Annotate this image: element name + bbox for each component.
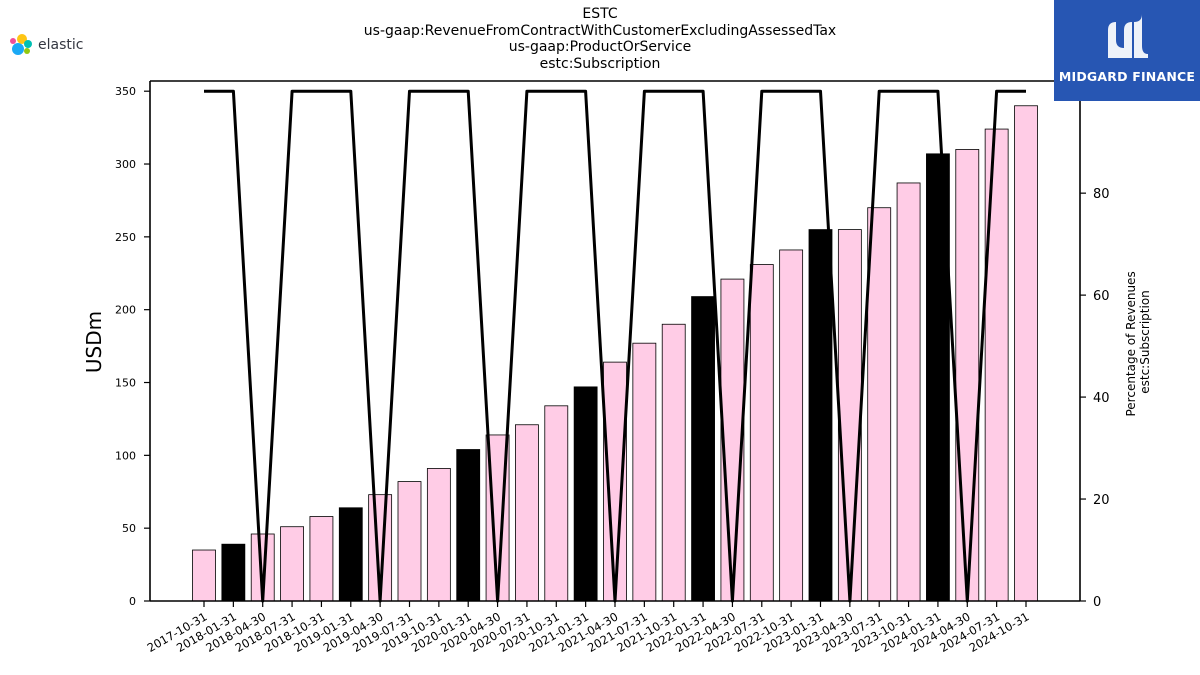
y2-tick-label: 80 — [1093, 187, 1110, 202]
midgard-finance-logo: MIDGARD FINANCE — [1054, 0, 1200, 101]
bar — [192, 549, 216, 602]
midgard-logo-icon — [1108, 12, 1148, 58]
y-axis-label: USDm — [82, 311, 106, 373]
ticks-layer: 0501001502002503003500204060801002017-10… — [115, 85, 1118, 655]
bar — [338, 507, 363, 602]
bar — [749, 264, 774, 602]
y-tick-label: 50 — [122, 522, 136, 535]
midgard-logo-text: MIDGARD FINANCE — [1058, 69, 1196, 84]
y-tick-label: 300 — [115, 158, 136, 171]
bar — [955, 149, 980, 602]
bar — [896, 182, 921, 602]
bar — [984, 128, 1009, 602]
y2-axis-label: Percentage of Revenues estc:Subscription — [1124, 267, 1152, 416]
bar — [573, 386, 598, 602]
y-tick-label: 200 — [115, 304, 136, 317]
y-tick-label: 250 — [115, 231, 136, 244]
bar — [867, 207, 892, 602]
y-tick-label: 150 — [115, 377, 136, 390]
y-tick-label: 350 — [115, 85, 136, 98]
y2-axis-label-line-2: estc:Subscription — [1138, 290, 1152, 394]
elastic-logo-text: elastic — [38, 37, 84, 53]
bar — [456, 449, 481, 602]
bar — [544, 405, 569, 602]
bar — [397, 481, 422, 602]
y-tick-label: 0 — [129, 595, 136, 608]
bar — [632, 342, 657, 602]
y2-tick-label: 60 — [1093, 289, 1110, 304]
bar — [515, 424, 539, 602]
y2-tick-label: 40 — [1093, 391, 1110, 406]
bars-layer — [192, 105, 1038, 602]
bar — [779, 249, 804, 602]
bar — [661, 323, 686, 602]
elastic-logo-icon — [10, 34, 32, 55]
y2-axis-label-line-1: Percentage of Revenues — [1124, 271, 1138, 416]
bar — [280, 526, 304, 602]
bar — [808, 229, 833, 602]
chart-title: ESTC us-gaap:RevenueFromContractWithCust… — [0, 6, 1200, 72]
bar — [691, 296, 715, 602]
bar — [221, 543, 246, 602]
y-tick-label: 100 — [115, 449, 136, 462]
bar — [426, 468, 451, 602]
y2-tick-label: 0 — [1093, 595, 1101, 610]
bar — [309, 516, 334, 602]
title-line-4: estc:Subscription — [539, 55, 661, 72]
bar — [1014, 105, 1038, 602]
title-line-1: ESTC — [582, 6, 618, 22]
title-line-3: us-gaap:ProductOrService — [508, 39, 692, 55]
title-line-2: us-gaap:RevenueFromContractWithCustomerE… — [363, 22, 837, 39]
bar — [837, 229, 862, 602]
y2-tick-label: 20 — [1093, 493, 1110, 508]
elastic-logo: elastic — [8, 33, 83, 57]
